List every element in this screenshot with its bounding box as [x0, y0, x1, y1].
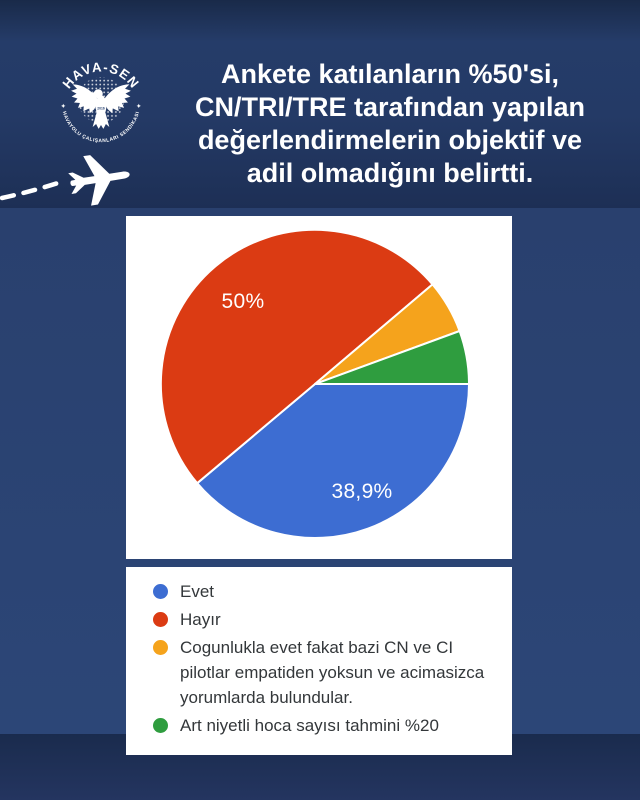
legend-label: Hayır [180, 610, 221, 629]
title-line: değerlendirmelerin objektif ve [197, 125, 583, 155]
pie-chart [159, 228, 470, 539]
airplane-icon [0, 155, 130, 206]
legend-item: Evet [153, 579, 504, 604]
star-icon [136, 103, 141, 109]
hava-sen-logo: 2016 HAVA-SEN HAVAYOLU ÇALIŞANLARI SENDİ… [59, 59, 141, 144]
legend-card: Evet Hayır Cogunlukla evet fakat bazi CN v… [126, 567, 512, 755]
legend-label: Cogunlukla evet fakat bazi CN ve CI pilo… [180, 638, 485, 707]
legend-bullet [153, 612, 168, 627]
pie-slice-1 [159, 228, 434, 485]
pie-label-evet: 38,9% [331, 480, 393, 503]
eagle-icon [61, 84, 141, 129]
plane-silhouette [68, 155, 130, 206]
legend-bullet [153, 718, 168, 733]
pie-label-hayir: 50% [221, 290, 265, 313]
pie-slice-3 [314, 330, 470, 385]
legend-bullet [153, 640, 168, 655]
legend-label: Art niyetli hoca sayısı tahmini %20 [180, 716, 439, 735]
flight-trail [0, 178, 67, 201]
legend-item: Cogunlukla evet fakat bazi CN ve CI pilo… [153, 635, 504, 710]
title-line: Ankete katılanların %50'si, [220, 59, 560, 89]
legend-item: Hayır [153, 607, 504, 632]
legend-item: Art niyetli hoca sayısı tahmini %20 [153, 713, 504, 738]
title-line: adil olmadığını belirtti. [246, 158, 534, 188]
legend-label: Evet [180, 582, 215, 601]
chart-legend: Evet Hayır Cogunlukla evet fakat bazi CN v… [153, 579, 504, 738]
logo-year: 2016 [97, 106, 105, 110]
legend-bullet [153, 584, 168, 599]
star-icon [61, 103, 66, 109]
title-line: CN/TRI/TRE tarafından yapılan [194, 92, 586, 122]
pie-chart-card: 50% 38,9% [126, 216, 512, 559]
page-title: Ankete katılanların %50'si, CN/TRI/TRE ta… [165, 58, 615, 190]
pie-slice-0 [196, 383, 470, 539]
